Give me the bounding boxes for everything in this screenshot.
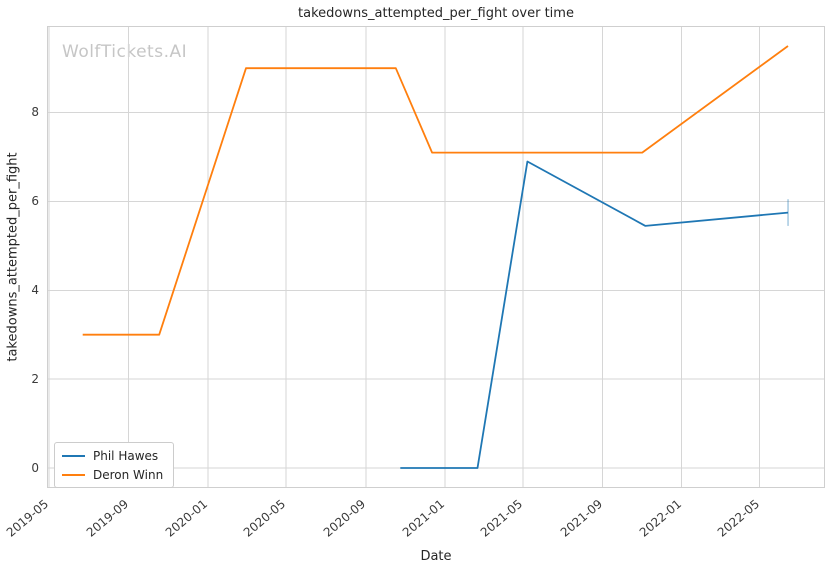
y-tick-label: 6 xyxy=(31,193,39,208)
plot-spines xyxy=(47,26,825,488)
x-axis-label: Date xyxy=(420,549,452,564)
y-axis-label: takedowns_attempted_per_fight xyxy=(5,152,21,362)
chart-title: takedowns_attempted_per_fight over time xyxy=(298,6,574,21)
legend-line-swatch xyxy=(62,454,85,457)
y-tick-label: 4 xyxy=(31,282,39,297)
legend-label: Deron Winn xyxy=(93,467,164,482)
y-tick-label: 8 xyxy=(31,105,39,120)
legend-line-swatch xyxy=(62,473,85,476)
series-line-deron-winn xyxy=(82,45,789,336)
y-tick-label: 2 xyxy=(31,371,39,386)
plot-area xyxy=(47,26,825,488)
legend: Phil Hawes Deron Winn xyxy=(54,442,175,488)
legend-item-phil-hawes: Phil Hawes xyxy=(62,448,163,463)
y-tick-label: 0 xyxy=(31,460,39,475)
plot-canvas xyxy=(47,26,825,488)
series-line-phil-hawes xyxy=(400,160,789,469)
legend-item-deron-winn: Deron Winn xyxy=(62,467,163,482)
watermark: WolfTickets.AI xyxy=(62,42,188,62)
legend-label: Phil Hawes xyxy=(93,448,159,463)
